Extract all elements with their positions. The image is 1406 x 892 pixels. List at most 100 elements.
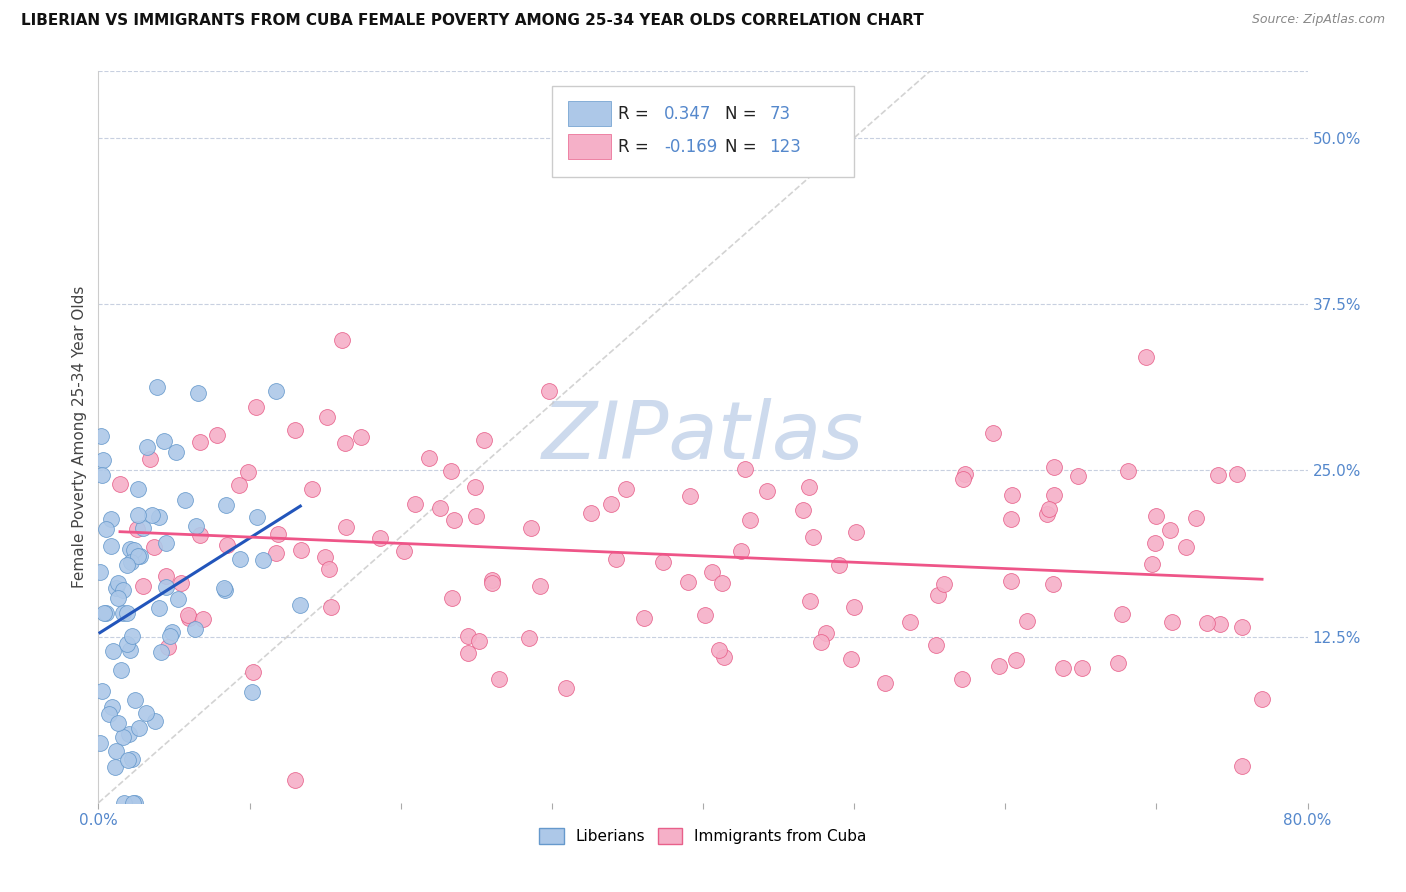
Text: -0.169: -0.169 xyxy=(664,137,717,156)
Point xyxy=(245,400,267,414)
Point xyxy=(1159,524,1181,538)
Point xyxy=(128,721,150,735)
Point xyxy=(124,796,146,810)
Point xyxy=(333,436,356,450)
Text: N =: N = xyxy=(724,104,762,123)
Point xyxy=(464,480,486,494)
Point xyxy=(1251,691,1274,706)
Point xyxy=(165,445,187,459)
Point xyxy=(141,508,163,522)
Point xyxy=(1135,350,1157,364)
Point xyxy=(132,521,155,535)
Point xyxy=(191,612,214,626)
Point xyxy=(176,608,198,623)
Point xyxy=(155,535,177,549)
Point xyxy=(115,606,138,620)
Point xyxy=(143,714,166,728)
Point xyxy=(155,569,177,583)
Point xyxy=(187,385,209,400)
Point xyxy=(160,624,183,639)
Point xyxy=(94,606,117,620)
Point xyxy=(120,643,142,657)
Point xyxy=(120,541,142,556)
Point xyxy=(457,629,479,643)
Text: 73: 73 xyxy=(769,104,790,123)
Legend: Liberians, Immigrants from Cuba: Liberians, Immigrants from Cuba xyxy=(533,822,873,850)
Point xyxy=(142,541,165,555)
Point xyxy=(290,543,312,558)
Point xyxy=(404,497,426,511)
Point xyxy=(135,706,157,720)
Point xyxy=(981,426,1004,441)
Point xyxy=(316,410,339,425)
Point xyxy=(898,615,921,629)
Point xyxy=(1142,558,1164,572)
Text: R =: R = xyxy=(619,137,654,156)
Point xyxy=(440,464,463,478)
Point xyxy=(554,681,576,695)
Point xyxy=(801,530,824,544)
Point xyxy=(100,512,122,526)
Point xyxy=(94,522,117,536)
Point xyxy=(1043,460,1066,475)
Point xyxy=(132,579,155,593)
Point xyxy=(468,633,491,648)
Point xyxy=(214,498,236,512)
Point xyxy=(925,638,948,652)
Point xyxy=(713,649,735,664)
Point xyxy=(710,575,733,590)
Point xyxy=(188,528,211,542)
Point xyxy=(89,736,111,750)
Point xyxy=(1230,620,1253,634)
Point xyxy=(290,598,312,612)
Point xyxy=(318,562,340,576)
Point xyxy=(350,430,373,444)
Point xyxy=(529,579,551,593)
Point xyxy=(927,588,949,602)
Point xyxy=(605,552,627,566)
Point xyxy=(170,576,193,591)
Point xyxy=(314,549,336,564)
Point xyxy=(730,544,752,558)
Point xyxy=(89,566,111,580)
Point xyxy=(127,482,149,496)
Point xyxy=(1036,507,1059,521)
Point xyxy=(246,510,269,524)
Point xyxy=(101,644,124,658)
Point xyxy=(600,497,623,511)
Point xyxy=(844,524,866,539)
Point xyxy=(700,566,723,580)
Point xyxy=(127,522,149,536)
Point xyxy=(519,521,541,535)
Point xyxy=(112,796,135,810)
Point xyxy=(1000,511,1022,525)
Point xyxy=(159,629,181,643)
Point xyxy=(205,427,228,442)
Point xyxy=(1184,510,1206,524)
Point xyxy=(1042,577,1064,591)
Point xyxy=(188,434,211,449)
Point xyxy=(844,599,866,614)
Point xyxy=(481,573,503,587)
Point xyxy=(1000,574,1022,588)
Point xyxy=(1160,615,1182,630)
Point xyxy=(152,434,174,448)
Text: 123: 123 xyxy=(769,137,801,156)
FancyBboxPatch shape xyxy=(568,135,612,159)
Point xyxy=(212,581,235,595)
Point xyxy=(155,580,177,594)
Point xyxy=(252,552,274,566)
Point xyxy=(301,482,323,496)
Text: Source: ZipAtlas.com: Source: ZipAtlas.com xyxy=(1251,13,1385,27)
Point xyxy=(1107,656,1129,670)
Point xyxy=(228,478,250,492)
Point xyxy=(952,472,974,486)
Point xyxy=(107,591,129,606)
Point xyxy=(93,606,115,620)
Point xyxy=(1226,467,1249,482)
Point xyxy=(738,513,761,527)
Point xyxy=(488,673,510,687)
Point xyxy=(676,575,699,590)
Point xyxy=(1143,536,1166,550)
Point xyxy=(799,593,821,607)
